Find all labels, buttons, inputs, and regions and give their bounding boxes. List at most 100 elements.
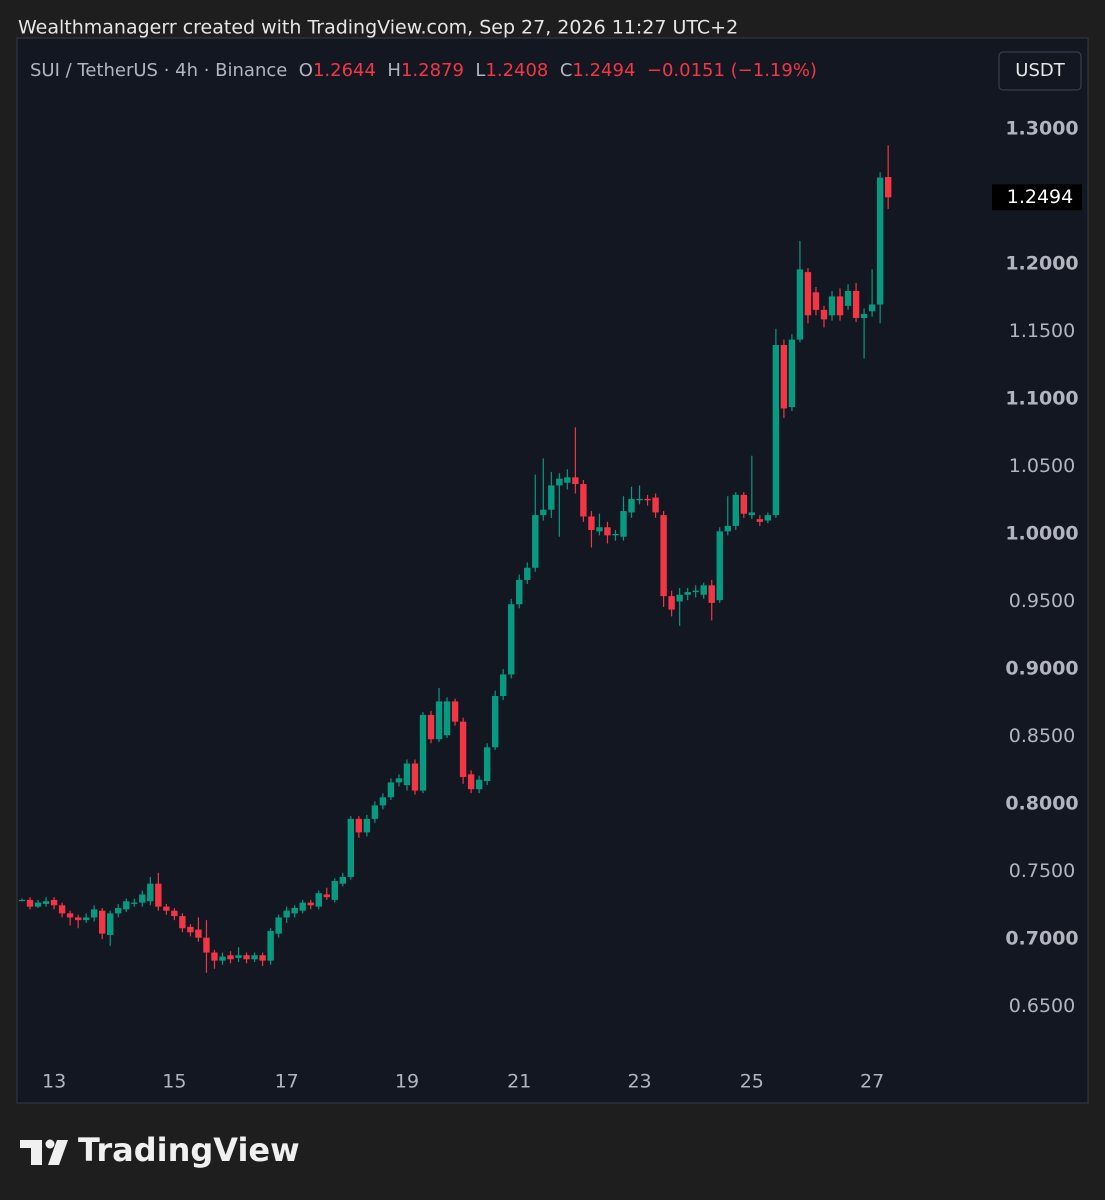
x-tick-label: 25: [740, 1071, 764, 1093]
candle-body: [483, 747, 491, 782]
candle-body: [475, 779, 483, 790]
candle-body: [876, 177, 884, 305]
candle-body: [283, 910, 290, 918]
candle-body: [580, 484, 587, 517]
candle-body: [588, 516, 595, 530]
candle-body: [612, 534, 619, 536]
candle-body: [179, 916, 186, 929]
chart-panel: [16, 37, 1089, 1104]
candle-body: [860, 313, 868, 319]
candle-body: [131, 902, 138, 904]
candle-body: [796, 269, 804, 340]
candle-body: [307, 902, 314, 906]
candle-body: [516, 579, 523, 605]
ohlc-key: O: [298, 60, 313, 81]
y-tick-label: 1.3000: [1005, 117, 1078, 139]
x-tick-label: 27: [860, 1071, 884, 1093]
ohlc-key: H: [387, 60, 401, 81]
candle-body: [828, 296, 836, 316]
y-tick-label: 1.0500: [1009, 455, 1075, 477]
candle-body: [107, 913, 114, 935]
candle-body: [18, 899, 26, 902]
candle-body: [836, 296, 844, 316]
candle-body: [163, 906, 170, 911]
candle-body: [780, 345, 788, 409]
candle-body: [500, 674, 507, 697]
currency-button[interactable]: [998, 51, 1082, 91]
candle-body: [491, 696, 499, 748]
candle-body: [251, 955, 258, 960]
candle-body: [155, 883, 162, 907]
candle-body: [363, 818, 371, 833]
candle-body: [596, 527, 603, 532]
candle-body: [628, 498, 635, 513]
ohlc-value: 1.2494: [572, 60, 636, 81]
y-tick-label: 1.2000: [1005, 253, 1078, 275]
candle-body: [74, 917, 82, 921]
candle-body: [620, 511, 627, 537]
candle-body: [788, 339, 796, 408]
candle-body: [395, 778, 403, 783]
candle-body: [203, 937, 210, 953]
candle-body: [772, 345, 780, 516]
candle-body: [82, 917, 90, 921]
x-tick-label: 15: [162, 1071, 186, 1093]
candle-body: [379, 797, 387, 806]
ohlc-key: C: [559, 60, 573, 81]
ohlc-value: 1.2644: [312, 60, 376, 81]
candle-body: [42, 901, 50, 904]
candle-body: [99, 910, 106, 934]
candle-body: [740, 494, 747, 514]
y-tick-label: 0.6500: [1009, 995, 1075, 1017]
x-tick-label: 23: [627, 1071, 651, 1093]
brand: TradingView: [78, 1131, 300, 1169]
currency-label: USDT: [1015, 60, 1065, 81]
price-tag: [992, 184, 1082, 211]
candle-body: [291, 907, 298, 914]
candle-body: [411, 763, 419, 791]
y-tick-label: 1.0000: [1005, 523, 1078, 545]
candle-body: [323, 894, 330, 898]
candle-body: [147, 883, 154, 902]
candle-body: [724, 525, 731, 532]
attribution: Wealthmanagerr created with TradingView.…: [18, 17, 738, 39]
candle-body: [748, 512, 756, 516]
change: −0.0151 (−1.19%): [646, 60, 817, 81]
candle-body: [459, 721, 467, 778]
y-tick-label: 1.1000: [1005, 388, 1078, 410]
candle-body: [676, 594, 683, 602]
candle-body: [26, 899, 34, 907]
candle-body: [227, 955, 234, 960]
candle-body: [235, 955, 242, 958]
candle-body: [387, 782, 395, 798]
candle-body: [467, 774, 475, 790]
candle-body: [371, 805, 379, 819]
candle-body: [700, 585, 707, 595]
y-tick-label: 0.9000: [1005, 658, 1078, 680]
candle-body: [443, 701, 451, 736]
candle-body: [299, 902, 306, 911]
symbol: SUI / TetherUS · 4h · Binance: [30, 60, 288, 81]
candle-body: [508, 604, 515, 675]
legend: SUI / TetherUS · 4h · Binance O1.2644 H 1…: [30, 60, 817, 81]
candle-body: [548, 485, 555, 510]
x-tick-label: 19: [395, 1071, 419, 1093]
x-tick-label: 21: [507, 1071, 531, 1093]
candle-body: [195, 929, 202, 938]
candle-body: [259, 955, 266, 961]
candle-body: [219, 956, 226, 961]
candle-body: [660, 515, 667, 597]
candle-body: [187, 926, 194, 933]
candle-body: [524, 567, 531, 580]
candle-body: [435, 701, 443, 740]
y-tick-label: 0.7000: [1005, 928, 1078, 950]
candle-body: [868, 304, 876, 312]
candle-body: [211, 952, 218, 961]
candle-body: [347, 818, 355, 877]
y-tick-label: 1.1500: [1009, 320, 1075, 342]
x-tick-label: 17: [275, 1071, 299, 1093]
candle-body: [532, 515, 539, 568]
ohlc-key: L: [475, 60, 486, 81]
